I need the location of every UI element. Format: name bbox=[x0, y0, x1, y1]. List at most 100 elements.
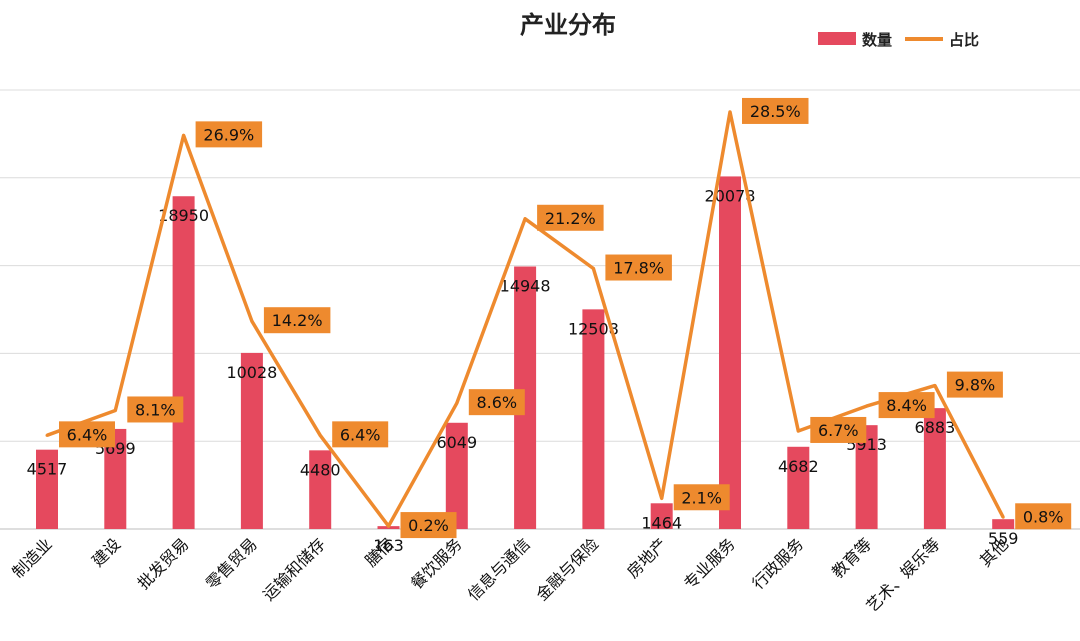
bar-data-label: 12508 bbox=[568, 319, 619, 338]
ratio-label-text: 26.9% bbox=[203, 125, 254, 144]
bar-data-label: 14948 bbox=[500, 277, 551, 296]
ratio-label-box bbox=[673, 484, 730, 511]
ratio-label-text: 6.4% bbox=[67, 425, 108, 444]
bar bbox=[992, 519, 1015, 529]
ratio-data-label: 17.8% bbox=[605, 254, 672, 281]
ratio-label-box bbox=[946, 371, 1003, 398]
ratio-label-box bbox=[127, 396, 184, 423]
ratio-point bbox=[387, 524, 390, 528]
ratio-label-text: 6.7% bbox=[818, 421, 859, 440]
ratio-data-label: 6.4% bbox=[59, 421, 115, 448]
ratio-data-label: 6.4% bbox=[332, 421, 389, 448]
ratio-label-text: 21.2% bbox=[545, 209, 596, 228]
ratio-point bbox=[523, 217, 527, 221]
bar-labels: 4517569918950100284480163604914948125081… bbox=[27, 186, 1019, 555]
ratio-label-text: 8.6% bbox=[476, 393, 517, 412]
ratio-data-label: 9.8% bbox=[946, 371, 1003, 398]
x-tick-label: 信息与通信 bbox=[464, 534, 534, 604]
gridlines bbox=[0, 89, 1080, 530]
ratio-label-text: 2.1% bbox=[681, 488, 722, 507]
bar-data-label: 1464 bbox=[641, 513, 682, 532]
x-tick-label: 房地产 bbox=[623, 534, 670, 581]
ratio-label-box bbox=[263, 307, 331, 334]
ratio-label-box bbox=[878, 392, 935, 419]
bar bbox=[650, 503, 673, 529]
ratio-data-label: 0.8% bbox=[1015, 503, 1072, 530]
x-tick-label: 餐饮服务 bbox=[407, 534, 466, 593]
ratio-data-label: 0.2% bbox=[400, 512, 457, 539]
ratio-label-box bbox=[810, 416, 867, 443]
ratio-point bbox=[728, 110, 732, 114]
bar bbox=[719, 176, 741, 530]
ratio-label-box bbox=[1015, 503, 1072, 530]
bar bbox=[855, 425, 878, 529]
ratio-data-label: 8.6% bbox=[468, 389, 525, 416]
ratio-labels: 6.4% 8.1% 26.9% 14.2% 6.4% 0.2% 8.6% 21.2% 17.8%… bbox=[59, 97, 1072, 539]
ratio-point bbox=[250, 319, 254, 323]
ratio-data-label: 6.7% bbox=[810, 416, 867, 443]
x-tick-label: 专业服务 bbox=[680, 534, 739, 593]
ratio-label-text: 28.5% bbox=[750, 102, 801, 121]
bar-data-label: 163 bbox=[373, 536, 404, 555]
ratio-label-text: 0.8% bbox=[1023, 507, 1064, 526]
x-tick-label: 行政服务 bbox=[748, 534, 807, 593]
ratio-label-text: 0.2% bbox=[408, 516, 449, 535]
bar-data-label: 4480 bbox=[300, 460, 341, 479]
ratio-label-box bbox=[605, 254, 672, 281]
ratio-point bbox=[933, 384, 937, 388]
ratio-point bbox=[45, 433, 49, 437]
ratio-point bbox=[113, 408, 117, 412]
ratio-label-text: 17.8% bbox=[613, 259, 664, 278]
bar bbox=[172, 196, 195, 529]
bar-data-label: 6883 bbox=[915, 418, 956, 437]
ratio-point bbox=[591, 267, 595, 271]
x-tick-label: 金融与保险 bbox=[532, 534, 602, 604]
bar-data-label: 559 bbox=[988, 529, 1019, 548]
bar-data-label: 18950 bbox=[158, 206, 209, 225]
ratio-label-box bbox=[537, 204, 604, 231]
ratio-point bbox=[796, 429, 800, 433]
x-tick-label: 制造业 bbox=[8, 534, 55, 581]
ratio-label-box bbox=[195, 121, 263, 148]
ratio-point bbox=[455, 401, 459, 405]
ratio-point bbox=[660, 496, 664, 500]
ratio-label-box bbox=[468, 389, 525, 416]
bars bbox=[36, 176, 1015, 530]
bar bbox=[923, 408, 946, 529]
x-tick-label: 建设 bbox=[88, 534, 124, 570]
bar bbox=[514, 266, 537, 529]
bar bbox=[787, 446, 810, 529]
ratio-data-label: 8.4% bbox=[878, 392, 935, 419]
ratio-point bbox=[318, 433, 322, 437]
ratio-data-label: 2.1% bbox=[673, 484, 730, 511]
bar-data-label: 10028 bbox=[226, 363, 277, 382]
ratio-label-box bbox=[59, 421, 115, 448]
bar bbox=[445, 422, 468, 529]
x-tick-label: 运输和储存 bbox=[259, 534, 329, 604]
chart-title: 产业分布 bbox=[520, 11, 616, 39]
ratio-point bbox=[865, 404, 869, 408]
legend-swatch-bar bbox=[818, 32, 856, 45]
legend: 数量 占比 bbox=[818, 31, 979, 49]
bar bbox=[104, 428, 127, 529]
ratio-label-box bbox=[400, 512, 457, 539]
ratio-data-label: 26.9% bbox=[195, 121, 263, 148]
bar bbox=[240, 352, 263, 529]
legend-label-line: 占比 bbox=[949, 31, 979, 49]
ratio-line-layer bbox=[45, 110, 1005, 528]
ratio-label-text: 9.8% bbox=[955, 376, 996, 395]
bar bbox=[309, 450, 332, 529]
ratio-point bbox=[1001, 515, 1005, 519]
ratio-label-text: 8.1% bbox=[135, 400, 176, 419]
ratio-label-box bbox=[332, 421, 389, 448]
x-tick-label: 艺术、娱乐等 bbox=[862, 534, 943, 615]
ratio-data-label: 21.2% bbox=[537, 204, 604, 231]
ratio-data-label: 8.1% bbox=[127, 396, 184, 423]
bar-data-label: 6049 bbox=[436, 433, 477, 452]
ratio-data-label: 14.2% bbox=[263, 307, 331, 334]
legend-label-bar: 数量 bbox=[862, 31, 892, 49]
ratio-label-text: 14.2% bbox=[272, 311, 323, 330]
